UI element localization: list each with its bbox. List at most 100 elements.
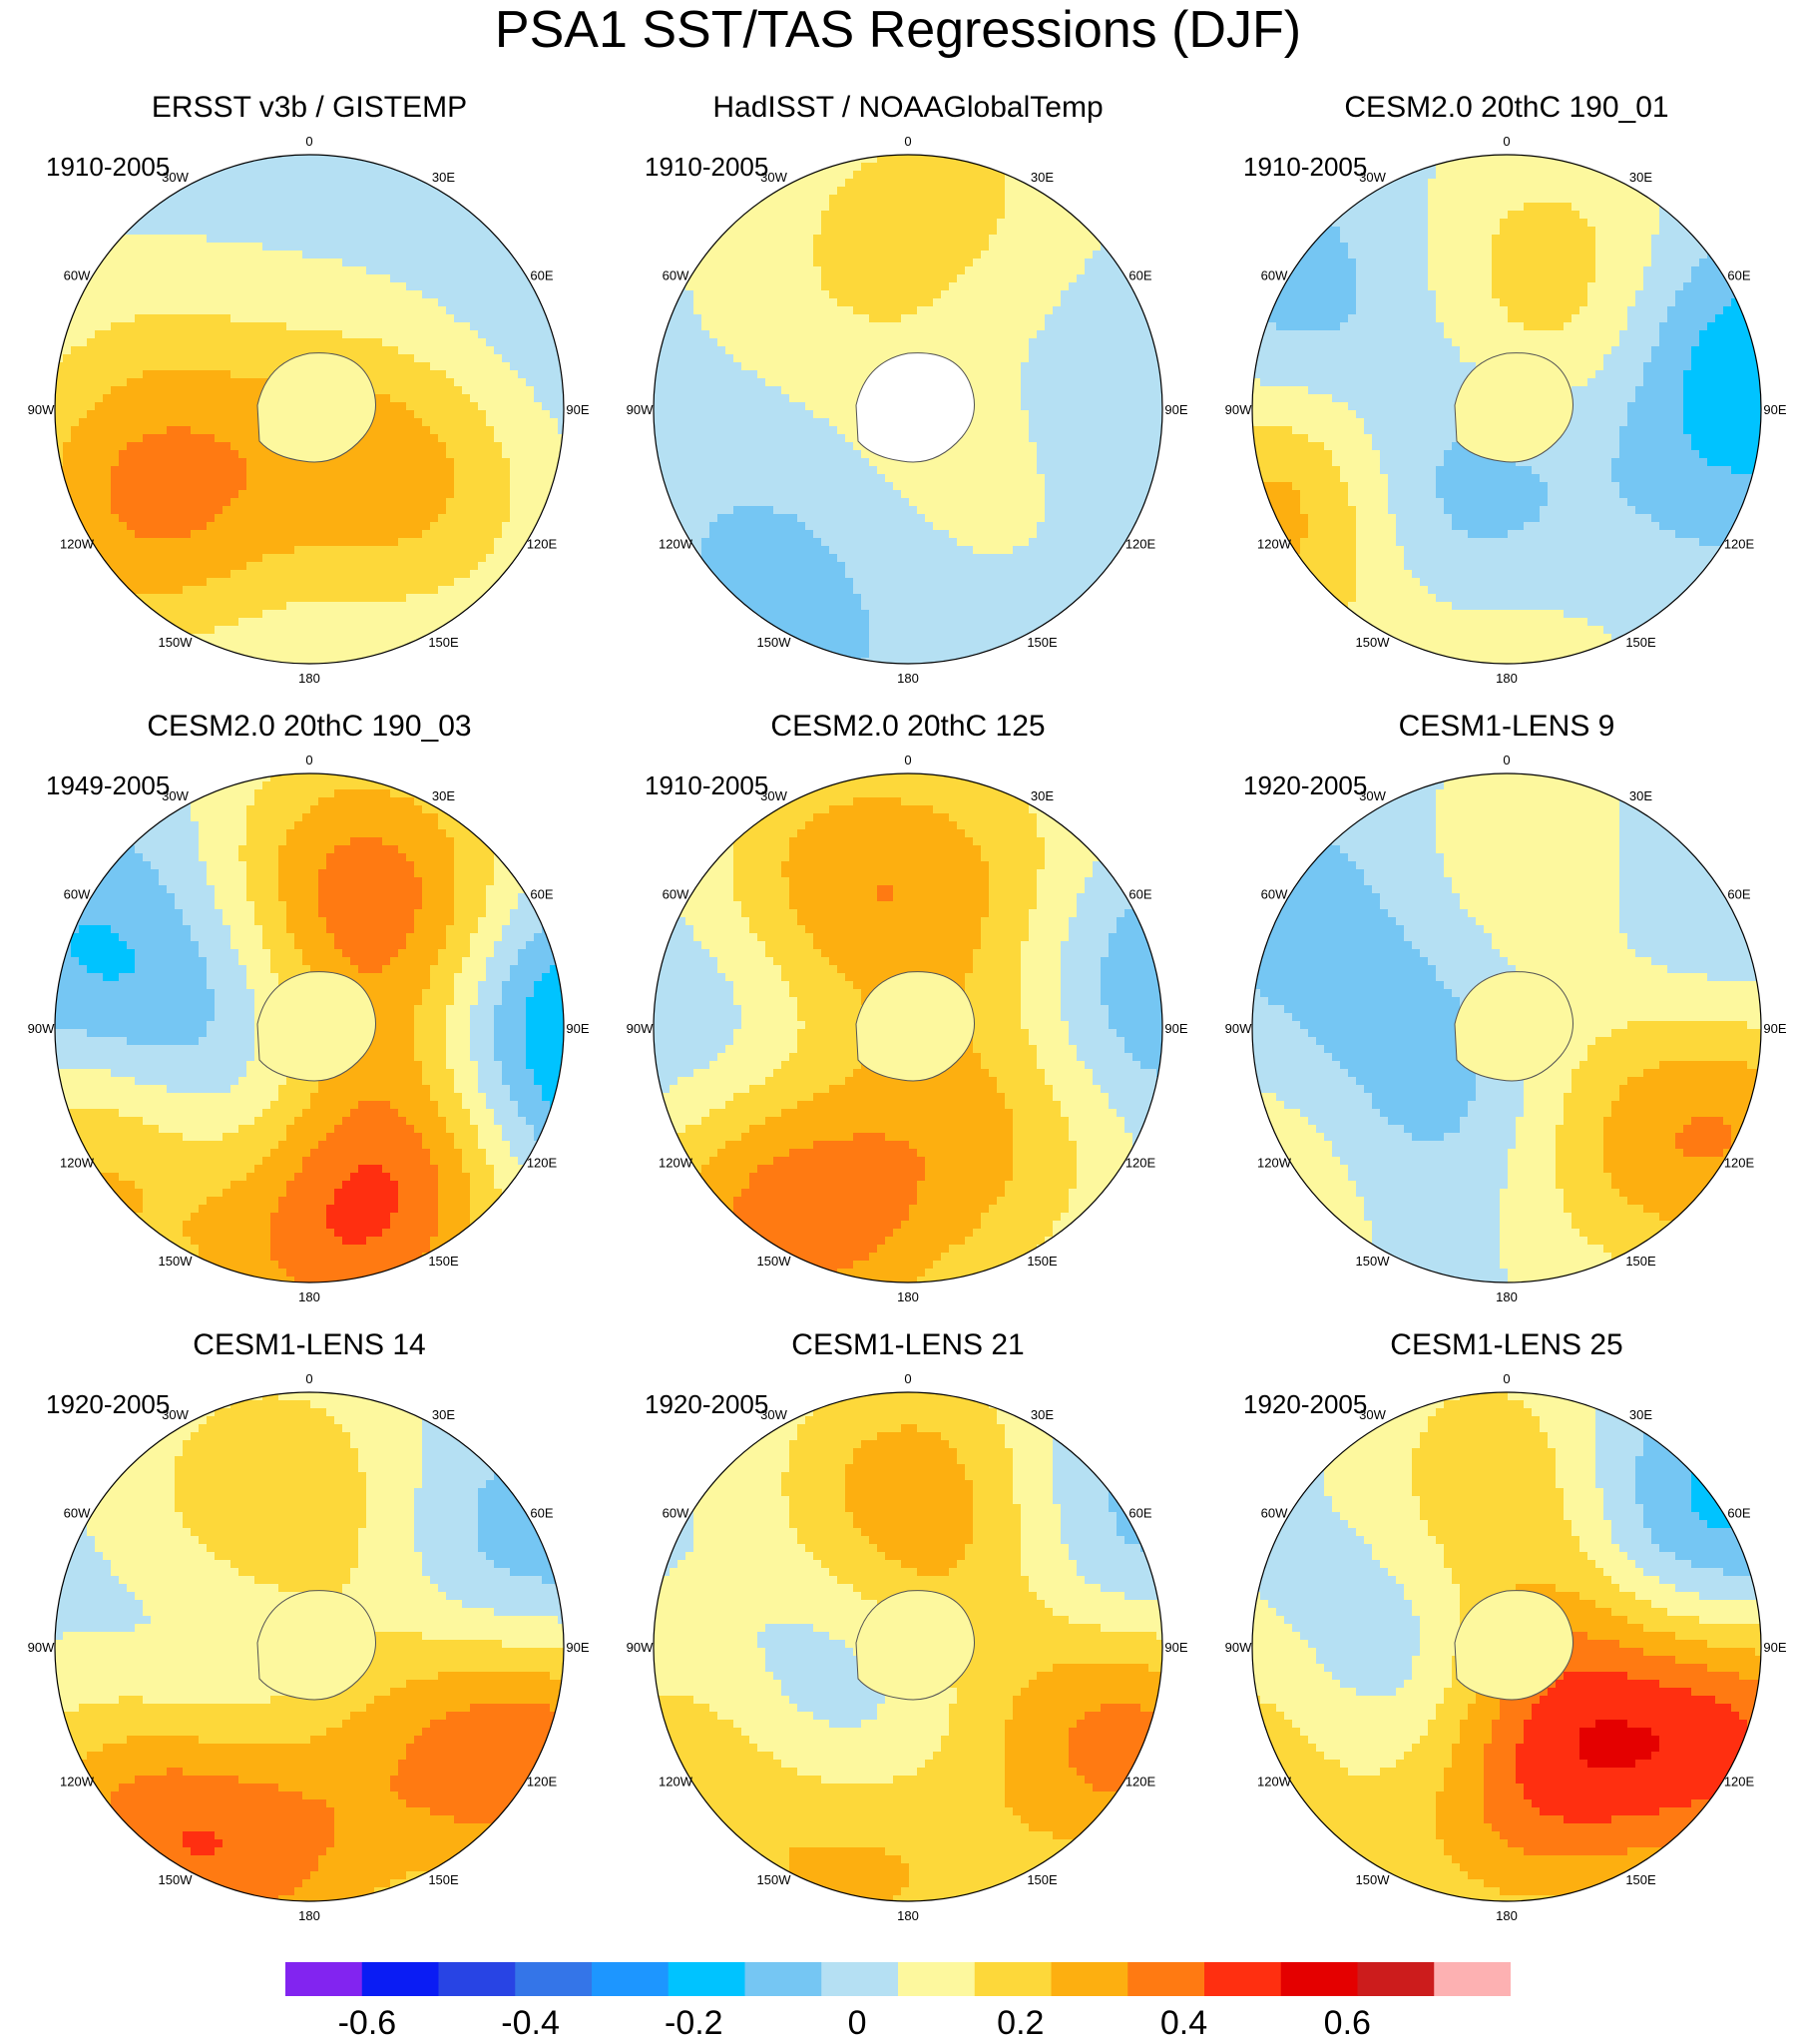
field-cell — [414, 370, 423, 379]
field-cell — [302, 258, 311, 267]
field-cell — [693, 298, 702, 307]
field-cell — [302, 274, 311, 283]
field-cell — [454, 482, 463, 491]
field-cell — [103, 322, 112, 331]
field-cell — [398, 274, 407, 283]
field-cell — [63, 474, 72, 483]
field-cell — [111, 466, 120, 475]
field-cell — [382, 458, 391, 467]
field-cell — [278, 578, 287, 587]
field-cell — [238, 322, 247, 331]
field-cell — [933, 298, 942, 307]
field-cell — [414, 298, 423, 307]
field-cell — [191, 410, 200, 419]
field-cell — [893, 290, 902, 299]
field-cell — [111, 546, 120, 555]
field-cell — [159, 522, 168, 531]
field-cell — [374, 227, 383, 236]
field-cell — [390, 506, 399, 515]
field-cell — [199, 514, 208, 523]
field-cell — [981, 370, 990, 379]
field-cell — [853, 243, 862, 252]
field-cell — [374, 418, 383, 427]
field-cell — [358, 602, 367, 611]
field-cell — [422, 458, 431, 467]
field-cell — [1005, 179, 1014, 188]
field-cell — [238, 530, 247, 539]
field-cell — [254, 506, 263, 515]
field-cell — [837, 258, 846, 267]
field-cell — [749, 227, 758, 236]
field-cell — [989, 290, 998, 299]
field-cell — [462, 546, 471, 555]
field-cell — [55, 410, 64, 419]
field-cell — [997, 227, 1006, 236]
field-cell — [430, 266, 439, 275]
field-cell — [693, 266, 702, 275]
field-cell — [861, 290, 870, 299]
field-cell — [486, 394, 495, 403]
field-cell — [254, 578, 263, 587]
field-cell — [238, 482, 247, 491]
field-cell — [933, 346, 942, 355]
field-cell — [207, 203, 216, 212]
field-cell — [175, 330, 184, 339]
field-cell — [151, 530, 160, 539]
field-cell — [749, 258, 758, 267]
field-cell — [941, 251, 950, 259]
field-cell — [1077, 370, 1086, 379]
field-cell — [278, 570, 287, 579]
field-cell — [446, 235, 455, 244]
field-cell — [310, 658, 319, 664]
field-cell — [95, 298, 104, 307]
field-cell — [215, 602, 224, 611]
field-cell — [502, 314, 511, 323]
field-cell — [502, 282, 511, 291]
field-cell — [246, 322, 255, 331]
field-cell — [438, 330, 447, 339]
field-cell — [414, 290, 423, 299]
field-cell — [262, 626, 271, 635]
field-cell — [406, 306, 415, 315]
field-cell — [502, 338, 511, 347]
field-cell — [973, 235, 982, 244]
field-cell — [278, 219, 287, 228]
field-cell — [318, 586, 327, 595]
field-cell — [302, 514, 311, 523]
field-cell — [462, 450, 471, 459]
field-cell — [989, 338, 998, 347]
field-cell — [278, 187, 287, 196]
field-cell — [877, 274, 886, 283]
field-cell — [446, 306, 455, 315]
field-cell — [135, 466, 144, 475]
field-cell — [270, 195, 279, 204]
field-cell — [382, 410, 391, 419]
field-cell — [821, 219, 830, 228]
field-cell — [143, 466, 152, 475]
field-cell — [79, 370, 88, 379]
field-cell — [390, 203, 399, 212]
field-cell — [143, 610, 152, 619]
field-cell — [853, 203, 862, 212]
field-cell — [885, 258, 894, 267]
field-cell — [550, 458, 559, 467]
field-cell — [119, 370, 128, 379]
field-cell — [326, 650, 335, 659]
field-cell — [223, 330, 231, 339]
field-cell — [670, 322, 678, 331]
field-cell — [486, 306, 495, 315]
field-cell — [414, 562, 423, 571]
field-cell — [909, 251, 918, 259]
field-cell — [981, 290, 990, 299]
field-cell — [223, 538, 231, 547]
field-cell — [230, 227, 239, 236]
field-cell — [941, 171, 950, 180]
field-cell — [406, 442, 415, 451]
field-cell — [63, 466, 72, 475]
field-cell — [1013, 219, 1022, 228]
field-cell — [111, 402, 120, 411]
field-cell — [470, 538, 479, 547]
field-cell — [87, 322, 96, 331]
field-cell — [997, 187, 1006, 196]
field-cell — [350, 338, 359, 347]
